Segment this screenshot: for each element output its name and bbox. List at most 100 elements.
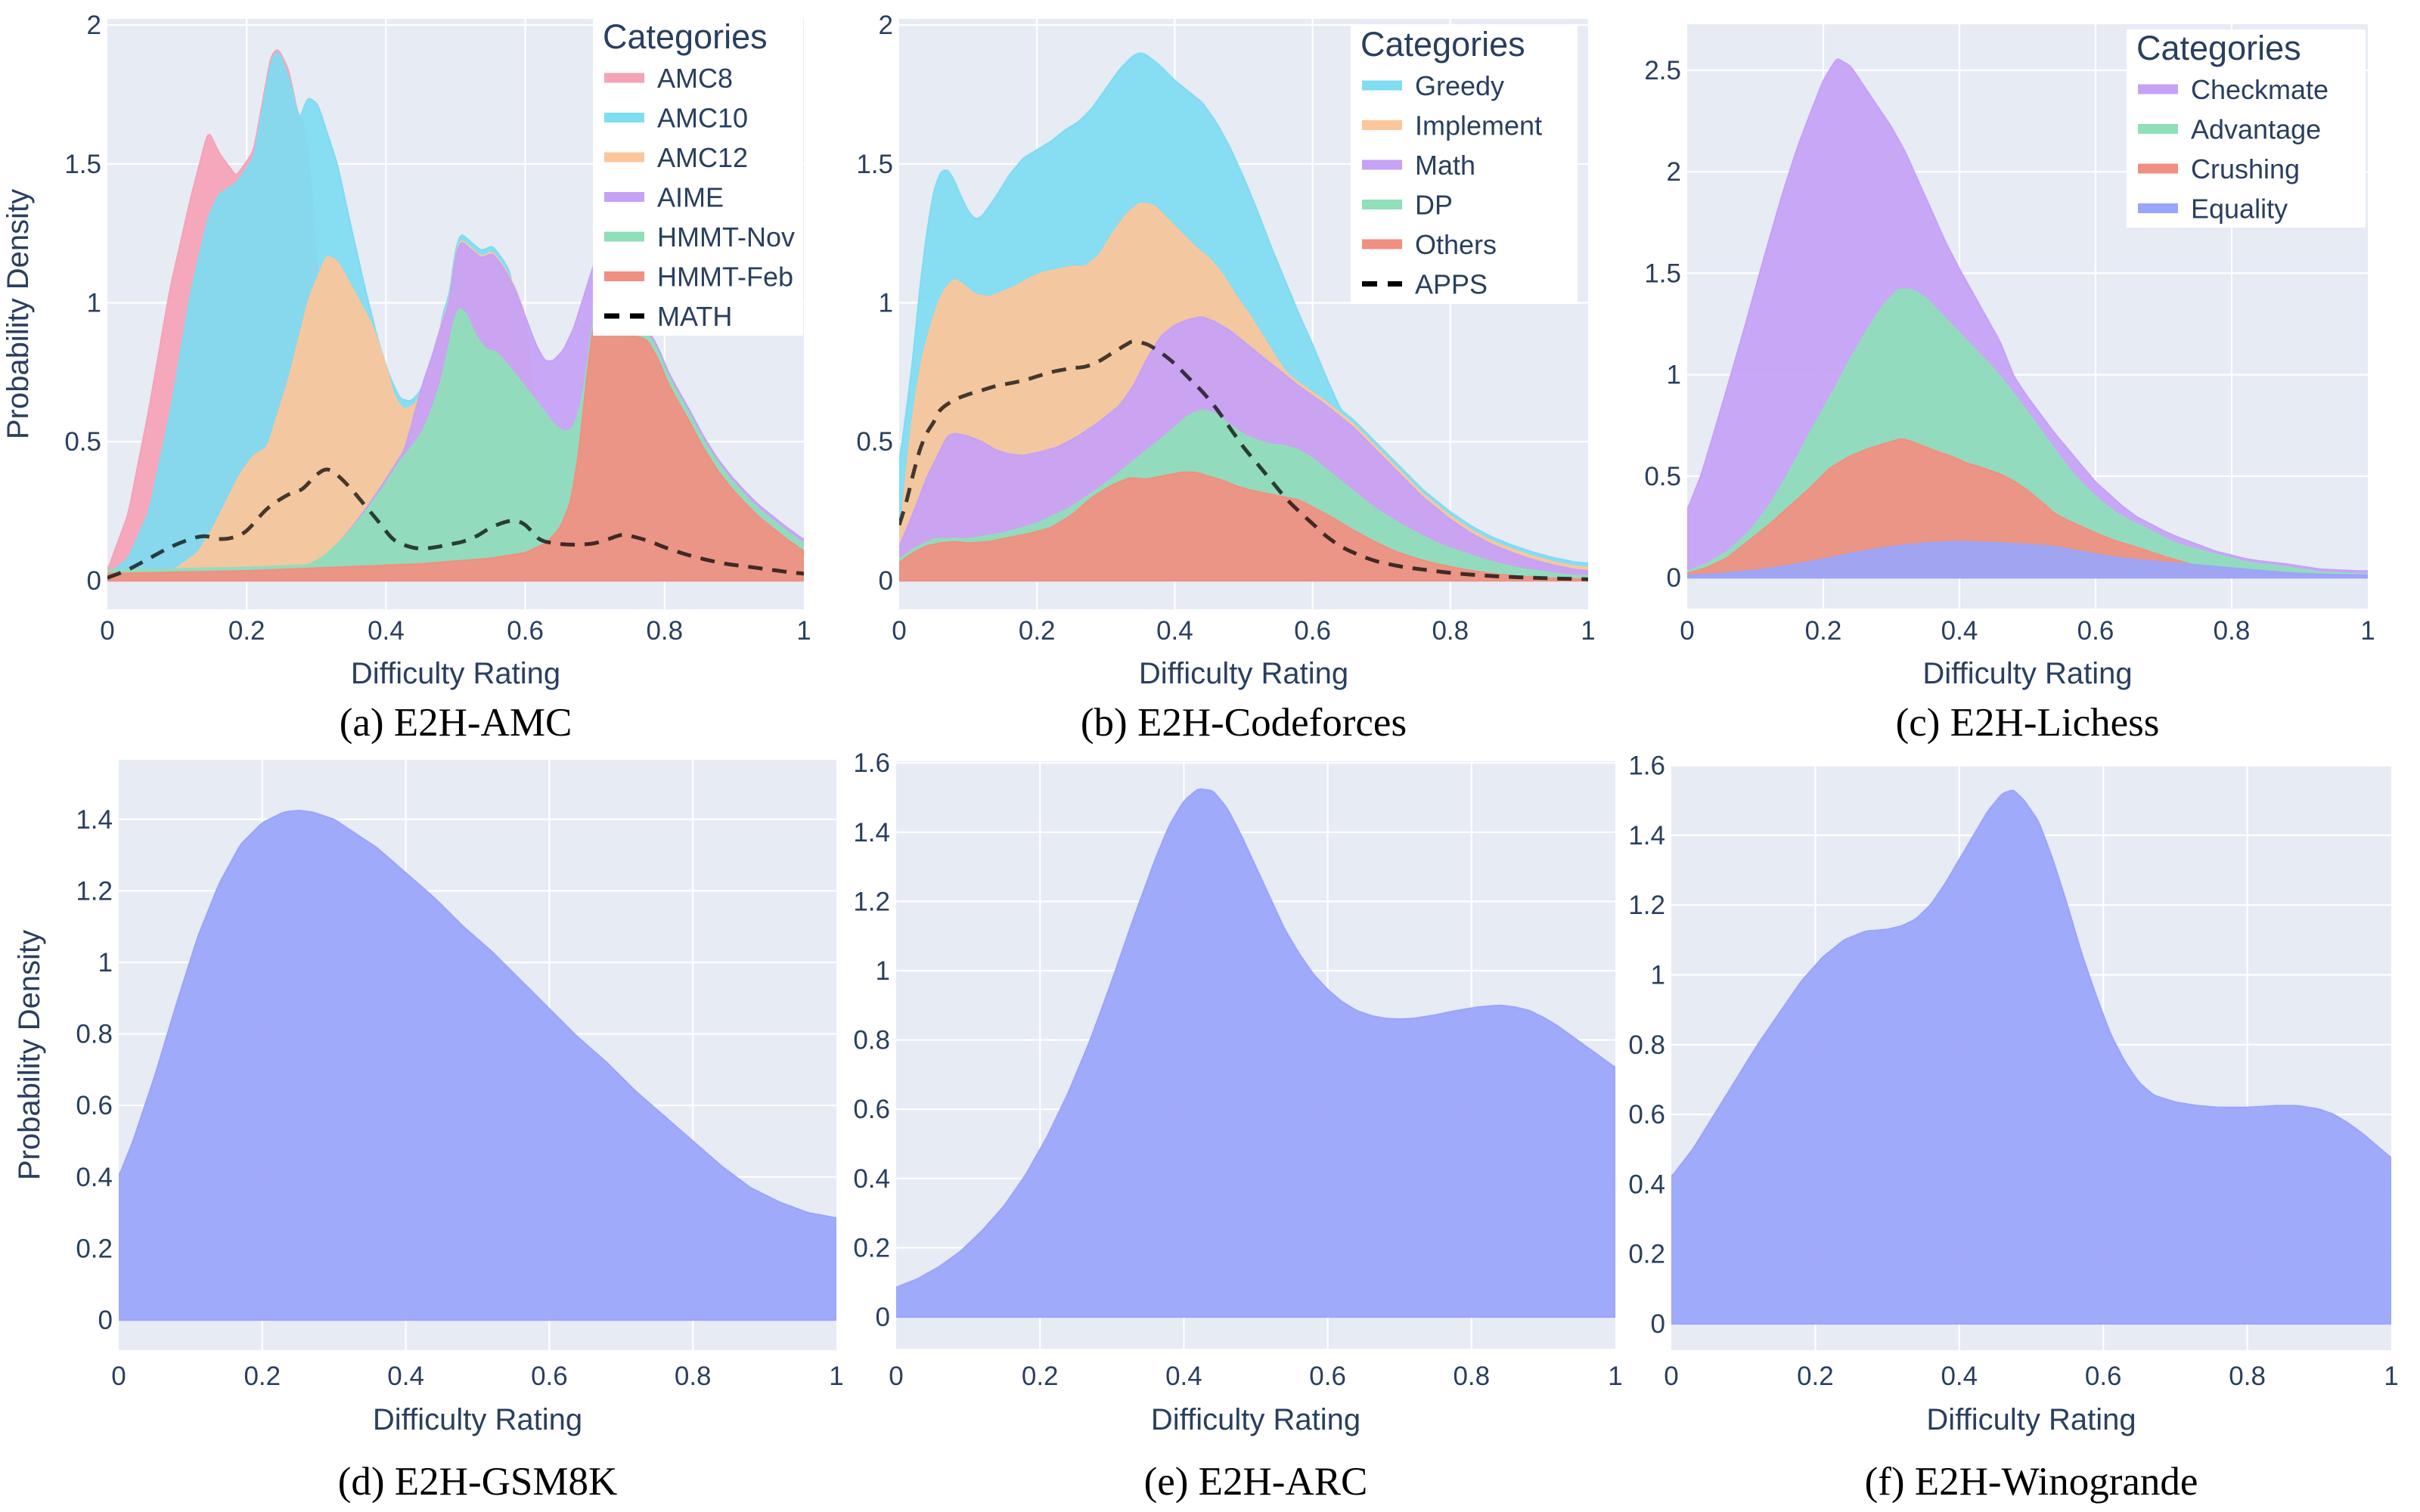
svg-text:1: 1 bbox=[879, 289, 893, 318]
svg-text:DP: DP bbox=[1415, 190, 1453, 221]
svg-text:1: 1 bbox=[2360, 616, 2375, 646]
svg-text:1: 1 bbox=[98, 948, 113, 978]
svg-text:1.5: 1.5 bbox=[1644, 259, 1681, 288]
svg-text:Equality: Equality bbox=[2191, 194, 2288, 225]
svg-text:0.5: 0.5 bbox=[856, 427, 893, 457]
svg-text:AMC10: AMC10 bbox=[657, 103, 748, 134]
svg-text:0.2: 0.2 bbox=[1797, 1362, 1834, 1391]
svg-text:1.2: 1.2 bbox=[853, 887, 890, 916]
svg-text:1.4: 1.4 bbox=[1628, 821, 1665, 850]
svg-text:0.2: 0.2 bbox=[853, 1233, 890, 1263]
svg-text:0.6: 0.6 bbox=[76, 1091, 113, 1120]
svg-text:Difficulty Rating: Difficulty Rating bbox=[1151, 1403, 1360, 1436]
svg-text:Probability Density: Probability Density bbox=[13, 930, 46, 1180]
svg-text:0.8: 0.8 bbox=[853, 1026, 890, 1055]
svg-text:Categories: Categories bbox=[1360, 25, 1525, 64]
svg-text:0.4: 0.4 bbox=[1165, 1362, 1202, 1391]
svg-text:0.2: 0.2 bbox=[76, 1234, 113, 1263]
svg-text:Crushing: Crushing bbox=[2191, 153, 2300, 184]
svg-text:0.2: 0.2 bbox=[1022, 1362, 1059, 1391]
svg-text:Difficulty Rating: Difficulty Rating bbox=[1926, 1403, 2136, 1436]
svg-text:(f) E2H-Winogrande: (f) E2H-Winogrande bbox=[1865, 1460, 2198, 1504]
svg-text:2.5: 2.5 bbox=[1644, 56, 1681, 85]
svg-text:0.4: 0.4 bbox=[387, 1362, 424, 1391]
svg-text:0.5: 0.5 bbox=[1644, 462, 1681, 491]
svg-text:0.4: 0.4 bbox=[368, 616, 405, 646]
svg-text:Difficulty Rating: Difficulty Rating bbox=[373, 1403, 582, 1436]
svg-text:2: 2 bbox=[87, 11, 101, 40]
svg-text:0: 0 bbox=[1664, 1362, 1678, 1391]
svg-text:(e) E2H-ARC: (e) E2H-ARC bbox=[1144, 1460, 1368, 1504]
svg-text:Advantage: Advantage bbox=[2191, 114, 2321, 145]
svg-text:AMC12: AMC12 bbox=[657, 142, 748, 173]
svg-text:1.2: 1.2 bbox=[1628, 891, 1665, 920]
svg-text:1: 1 bbox=[1608, 1362, 1622, 1391]
svg-text:0.2: 0.2 bbox=[1019, 616, 1056, 646]
svg-text:0.4: 0.4 bbox=[1941, 616, 1978, 646]
svg-text:2: 2 bbox=[879, 11, 893, 40]
svg-text:Difficulty Rating: Difficulty Rating bbox=[1139, 657, 1348, 690]
svg-text:0: 0 bbox=[1680, 616, 1694, 646]
svg-text:0.4: 0.4 bbox=[1156, 616, 1193, 646]
svg-text:0.8: 0.8 bbox=[2229, 1362, 2266, 1391]
svg-text:0: 0 bbox=[876, 1303, 890, 1332]
svg-text:0.2: 0.2 bbox=[244, 1362, 281, 1391]
svg-text:1.4: 1.4 bbox=[76, 805, 113, 835]
svg-text:0.2: 0.2 bbox=[1628, 1240, 1665, 1269]
svg-text:Others: Others bbox=[1415, 229, 1497, 260]
svg-text:Categories: Categories bbox=[2136, 29, 2301, 67]
svg-text:(c) E2H-Lichess: (c) E2H-Lichess bbox=[1896, 701, 2160, 745]
svg-text:(d) E2H-GSM8K: (d) E2H-GSM8K bbox=[338, 1460, 618, 1504]
svg-text:0: 0 bbox=[100, 616, 114, 646]
svg-text:1: 1 bbox=[829, 1362, 843, 1391]
svg-text:0.6: 0.6 bbox=[2077, 616, 2114, 646]
svg-text:0: 0 bbox=[111, 1362, 126, 1391]
svg-text:Greedy: Greedy bbox=[1415, 70, 1504, 101]
svg-text:HMMT-Feb: HMMT-Feb bbox=[657, 262, 793, 293]
svg-text:0.8: 0.8 bbox=[1432, 616, 1469, 646]
svg-text:0.6: 0.6 bbox=[1294, 616, 1331, 646]
svg-text:Math: Math bbox=[1415, 150, 1475, 181]
svg-text:HMMT-Nov: HMMT-Nov bbox=[657, 222, 795, 253]
svg-text:Checkmate: Checkmate bbox=[2191, 74, 2328, 105]
svg-text:0.5: 0.5 bbox=[64, 427, 101, 457]
svg-text:2: 2 bbox=[1667, 157, 1681, 187]
svg-text:0.6: 0.6 bbox=[1309, 1362, 1346, 1391]
svg-text:1.5: 1.5 bbox=[64, 150, 101, 179]
svg-text:Probability Density: Probability Density bbox=[2, 189, 35, 439]
svg-text:0: 0 bbox=[87, 566, 101, 596]
svg-text:0.6: 0.6 bbox=[507, 616, 544, 646]
svg-text:(b) E2H-Codeforces: (b) E2H-Codeforces bbox=[1081, 701, 1407, 745]
svg-text:0.6: 0.6 bbox=[1628, 1100, 1665, 1129]
svg-text:0.6: 0.6 bbox=[853, 1095, 890, 1124]
svg-text:0.6: 0.6 bbox=[531, 1362, 568, 1391]
svg-text:Difficulty Rating: Difficulty Rating bbox=[351, 657, 560, 690]
svg-text:1: 1 bbox=[1667, 361, 1681, 390]
svg-text:0.8: 0.8 bbox=[1453, 1362, 1490, 1391]
svg-text:1.2: 1.2 bbox=[76, 876, 113, 906]
svg-text:MATH: MATH bbox=[657, 301, 732, 332]
svg-text:0: 0 bbox=[892, 616, 906, 646]
svg-text:AIME: AIME bbox=[657, 182, 724, 213]
svg-text:1: 1 bbox=[2384, 1362, 2398, 1391]
svg-text:0.8: 0.8 bbox=[1628, 1030, 1665, 1060]
svg-text:0.2: 0.2 bbox=[228, 616, 265, 646]
svg-text:0.8: 0.8 bbox=[646, 616, 683, 646]
svg-text:1: 1 bbox=[87, 289, 101, 318]
svg-text:Difficulty Rating: Difficulty Rating bbox=[1922, 657, 2132, 690]
svg-text:0.8: 0.8 bbox=[76, 1020, 113, 1049]
svg-text:1.6: 1.6 bbox=[1628, 751, 1665, 781]
svg-text:AMC8: AMC8 bbox=[657, 63, 733, 94]
svg-text:0.4: 0.4 bbox=[76, 1163, 113, 1192]
svg-text:0.8: 0.8 bbox=[675, 1362, 712, 1391]
svg-text:1: 1 bbox=[1651, 961, 1665, 990]
svg-text:0: 0 bbox=[1651, 1309, 1665, 1339]
svg-text:Categories: Categories bbox=[603, 17, 768, 56]
svg-text:1.5: 1.5 bbox=[856, 150, 893, 179]
svg-text:1: 1 bbox=[1581, 616, 1595, 646]
svg-text:0.2: 0.2 bbox=[1805, 616, 1842, 646]
svg-text:0.6: 0.6 bbox=[2085, 1362, 2122, 1391]
svg-text:1.6: 1.6 bbox=[853, 748, 890, 778]
svg-text:0.4: 0.4 bbox=[1628, 1170, 1665, 1199]
svg-text:APPS: APPS bbox=[1415, 269, 1488, 300]
